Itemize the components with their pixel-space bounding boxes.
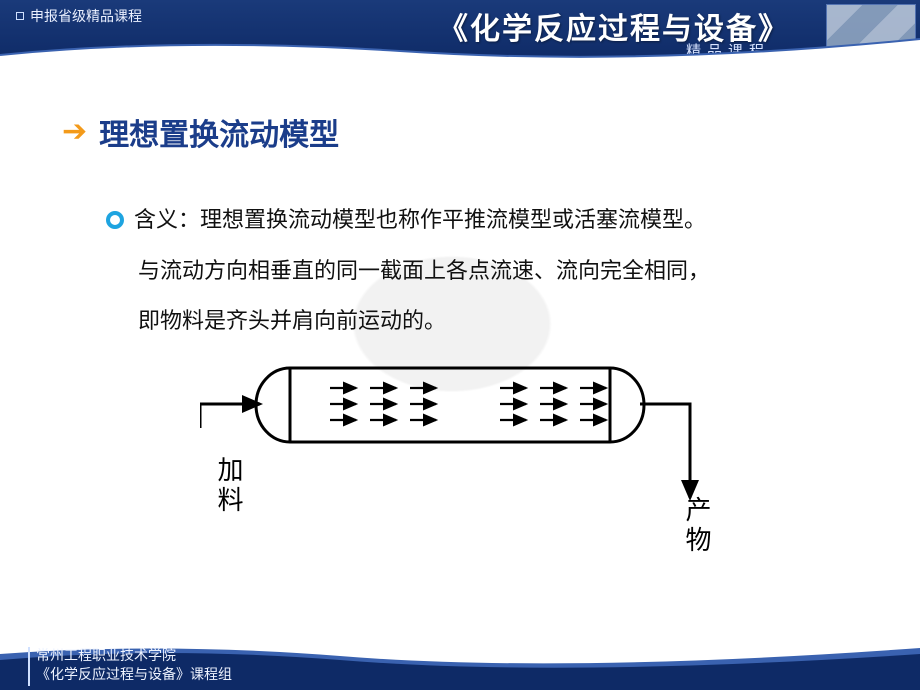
- footer-bar: 常州工程职业技术学院 《化学反应过程与设备》课程组: [0, 642, 920, 690]
- arrow-right-icon: ➔: [62, 117, 87, 147]
- bullet-square-icon: [16, 12, 24, 20]
- body-text: 含义：理想置换流动模型也称作平推流模型或活塞流模型。 与流动方向相垂直的同一截面…: [106, 195, 826, 347]
- header-curve-icon: [0, 37, 920, 65]
- diagram-outlet-label: 产物: [678, 496, 715, 556]
- footer-text: 常州工程职业技术学院 《化学反应过程与设备》课程组: [28, 647, 232, 686]
- body-line-2: 与流动方向相垂直的同一截面上各点流速、流向完全相同，: [106, 246, 826, 297]
- bullet-circle-icon: [106, 211, 124, 229]
- footer-line-2: 《化学反应过程与设备》课程组: [36, 666, 232, 686]
- diagram-inlet-label: 加料: [210, 456, 247, 516]
- body-line-3: 即物料是齐头并肩向前运动的。: [106, 296, 826, 347]
- body-line-1: 含义：理想置换流动模型也称作平推流模型或活塞流模型。: [106, 195, 826, 246]
- header-topleft-text: 申报省级精品课程: [30, 6, 142, 26]
- header-topleft: 申报省级精品课程: [16, 6, 142, 26]
- body-text-1: 理想置换流动模型也称作平推流模型或活塞流模型。: [200, 207, 706, 232]
- plug-flow-diagram: 加料 产物: [200, 358, 720, 588]
- header-bar: 申报省级精品课程 《化学反应过程与设备》 精品课程: [0, 0, 920, 64]
- body-label: 含义：: [134, 207, 200, 232]
- reactor-schematic-icon: [200, 358, 720, 538]
- section-title-text: 理想置换流动模型: [99, 110, 339, 154]
- section-title: ➔ 理想置换流动模型: [62, 110, 339, 154]
- footer-line-1: 常州工程职业技术学院: [36, 647, 232, 667]
